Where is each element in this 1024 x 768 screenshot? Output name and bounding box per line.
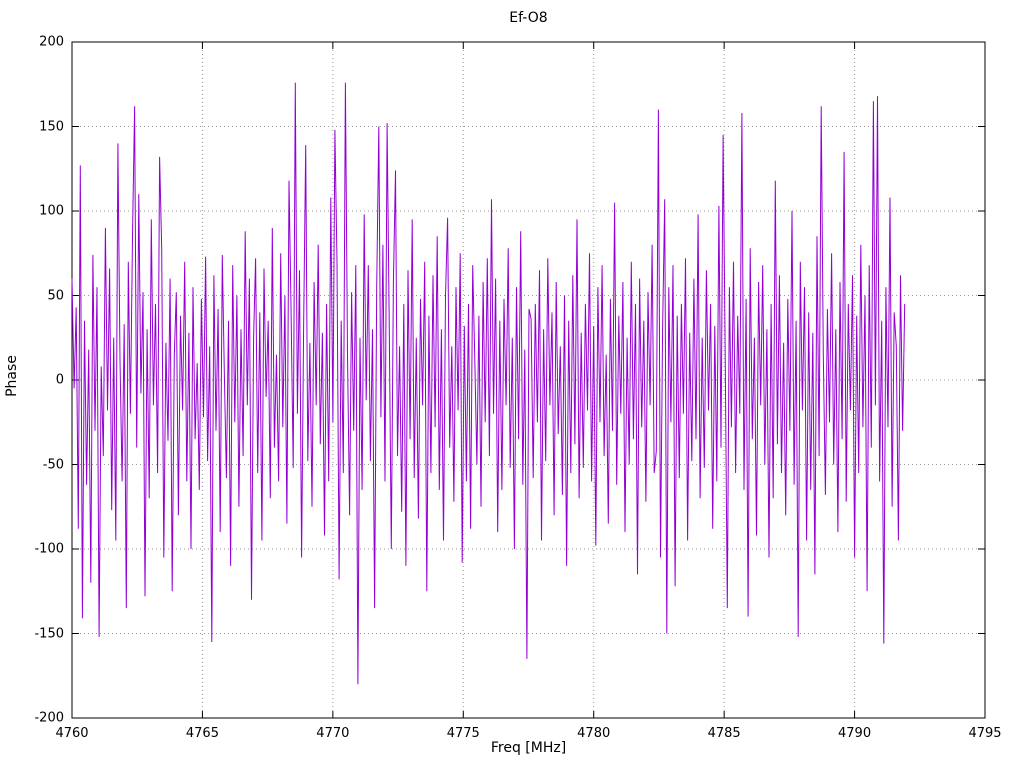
x-tick-label: 4795 <box>968 726 1002 741</box>
x-tick-label: 4790 <box>838 726 872 741</box>
x-tick-label: 4780 <box>577 726 611 741</box>
x-axis-label: Freq [MHz] <box>490 740 567 756</box>
x-tick-label: 4775 <box>446 726 480 741</box>
y-tick-label: 100 <box>39 203 64 219</box>
chart-title: Ef-O8 <box>509 10 548 26</box>
y-tick-label: 50 <box>47 288 64 303</box>
y-tick-label: -200 <box>34 710 64 726</box>
x-tick-label: 4770 <box>316 726 350 741</box>
y-tick-label: -50 <box>42 457 64 472</box>
y-tick-label: -100 <box>34 541 64 557</box>
x-tick-label: 4765 <box>185 726 219 741</box>
phase-trace <box>71 82 906 685</box>
x-tick-label: 4760 <box>55 726 89 741</box>
y-tick-label: -150 <box>34 626 64 641</box>
x-tick-label: 4785 <box>707 726 741 741</box>
y-tick-label: 0 <box>55 372 64 388</box>
y-tick-label: 150 <box>39 119 64 134</box>
y-tick-label: 200 <box>39 34 64 50</box>
